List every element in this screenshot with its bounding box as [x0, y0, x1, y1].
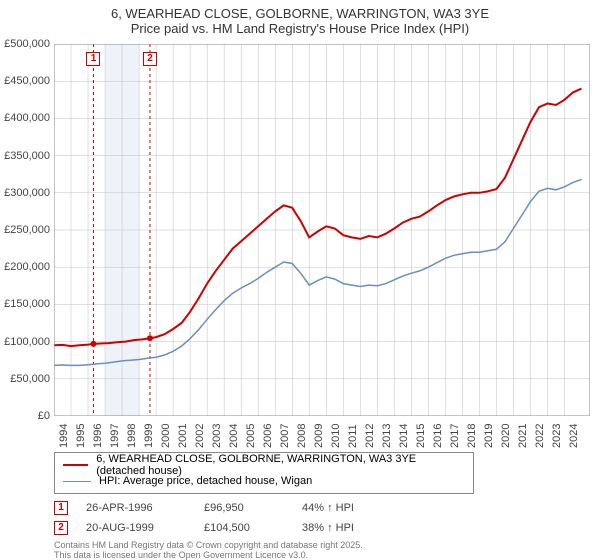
title-block: 6, WEARHEAD CLOSE, GOLBORNE, WARRINGTON,…	[0, 0, 600, 36]
x-tick-label: 2008	[296, 424, 308, 448]
x-tick-label: 2019	[483, 424, 495, 448]
x-tick-label: 2022	[534, 424, 546, 448]
y-tick-label: £200,000	[0, 261, 50, 273]
x-tick-label: 1995	[75, 424, 87, 448]
legend-row-subject: 6, WEARHEAD CLOSE, GOLBORNE, WARRINGTON,…	[63, 457, 465, 473]
transaction-row-1: 1 26-APR-1996 £96,950 44% ↑ HPI	[54, 498, 382, 518]
y-tick-label: £350,000	[0, 150, 50, 162]
tx-price-1: £96,950	[204, 502, 284, 514]
legend-swatch-subject	[63, 464, 88, 466]
x-tick-label: 2024	[568, 424, 580, 448]
x-tick-label: 2002	[194, 424, 206, 448]
chart-marker-1: 1	[86, 52, 100, 66]
x-tick-label: 2016	[432, 424, 444, 448]
x-tick-label: 2007	[279, 424, 291, 448]
y-tick-label: £300,000	[0, 187, 50, 199]
legend-label-subject: 6, WEARHEAD CLOSE, GOLBORNE, WARRINGTON,…	[96, 453, 465, 477]
x-tick-label: 2023	[551, 424, 563, 448]
legend-label-hpi: HPI: Average price, detached house, Wiga…	[99, 475, 312, 487]
tx-date-2: 20-AUG-1999	[86, 522, 186, 534]
x-tick-label: 1999	[143, 424, 155, 448]
y-tick-label: £100,000	[0, 336, 50, 348]
tx-marker-1: 1	[54, 501, 68, 515]
transaction-row-2: 2 20-AUG-1999 £104,500 38% ↑ HPI	[54, 518, 382, 538]
y-tick-label: £500,000	[0, 38, 50, 50]
x-tick-label: 2004	[228, 424, 240, 448]
tx-hpi-1: 44% ↑ HPI	[302, 502, 382, 514]
chart-container: 6, WEARHEAD CLOSE, GOLBORNE, WARRINGTON,…	[0, 0, 600, 560]
y-tick-label: £450,000	[0, 75, 50, 87]
tx-marker-2: 2	[54, 521, 68, 535]
x-tick-label: 2012	[364, 424, 376, 448]
x-tick-label: 1994	[58, 424, 70, 448]
x-tick-label: 2005	[245, 424, 257, 448]
tx-hpi-2: 38% ↑ HPI	[302, 522, 382, 534]
x-tick-label: 1997	[109, 424, 121, 448]
tx-date-1: 26-APR-1996	[86, 502, 186, 514]
x-tick-label: 2009	[313, 424, 325, 448]
x-tick-label: 2001	[177, 424, 189, 448]
x-tick-label: 2018	[466, 424, 478, 448]
x-tick-label: 2020	[500, 424, 512, 448]
chart-marker-2: 2	[143, 52, 157, 66]
x-tick-label: 2003	[211, 424, 223, 448]
plot-svg	[54, 44, 590, 416]
x-tick-label: 2017	[449, 424, 461, 448]
y-tick-label: £0	[0, 410, 50, 422]
x-tick-label: 2014	[398, 424, 410, 448]
legend: 6, WEARHEAD CLOSE, GOLBORNE, WARRINGTON,…	[54, 452, 474, 494]
y-tick-label: £150,000	[0, 298, 50, 310]
y-tick-label: £400,000	[0, 112, 50, 124]
x-tick-label: 1998	[126, 424, 138, 448]
title-line-2: Price paid vs. HM Land Registry's House …	[0, 21, 600, 36]
x-tick-label: 2013	[381, 424, 393, 448]
title-line-1: 6, WEARHEAD CLOSE, GOLBORNE, WARRINGTON,…	[0, 6, 600, 21]
y-tick-label: £50,000	[0, 373, 50, 385]
footer-line-1: Contains HM Land Registry data © Crown c…	[54, 540, 363, 550]
chart-area: 12	[54, 44, 590, 416]
footer: Contains HM Land Registry data © Crown c…	[54, 540, 363, 560]
x-tick-label: 2000	[160, 424, 172, 448]
x-tick-label: 2006	[262, 424, 274, 448]
x-tick-label: 2021	[517, 424, 529, 448]
tx-price-2: £104,500	[204, 522, 284, 534]
footer-line-2: This data is licensed under the Open Gov…	[54, 550, 363, 560]
x-tick-label: 2011	[347, 424, 359, 448]
legend-swatch-hpi	[63, 481, 91, 482]
x-tick-label: 1996	[92, 424, 104, 448]
x-tick-label: 2015	[415, 424, 427, 448]
transactions-block: 1 26-APR-1996 £96,950 44% ↑ HPI 2 20-AUG…	[54, 498, 382, 538]
y-tick-label: £250,000	[0, 224, 50, 236]
x-tick-label: 2010	[330, 424, 342, 448]
